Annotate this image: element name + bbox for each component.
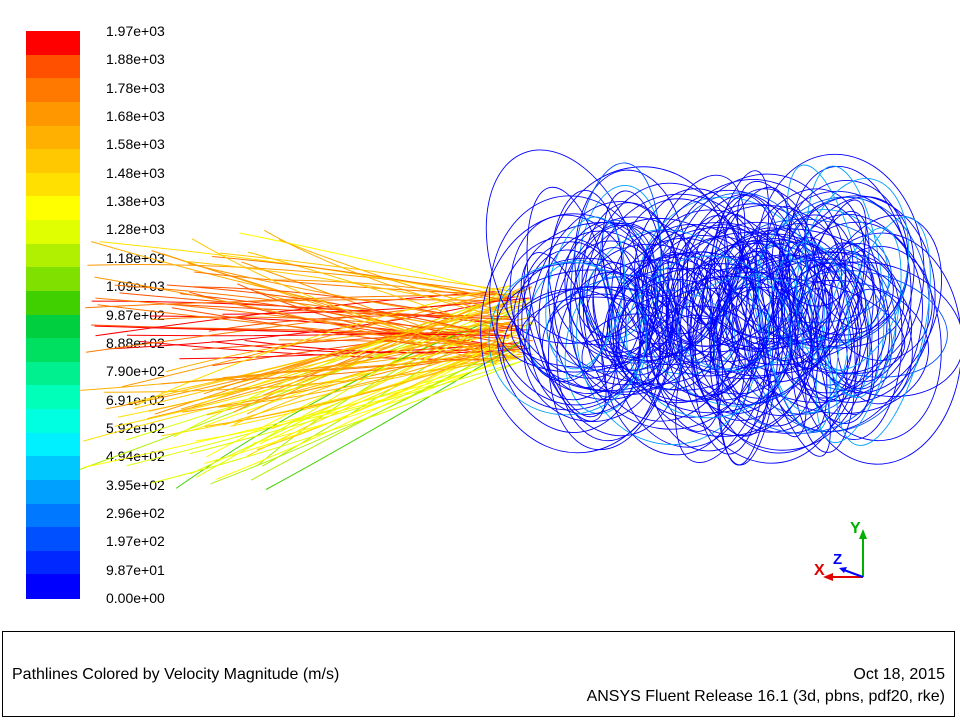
color-legend-swatch — [26, 479, 80, 505]
color-legend-label: 0.00e+00 — [106, 590, 165, 606]
color-legend-swatch — [26, 432, 80, 457]
color-legend-swatch — [26, 385, 80, 410]
plot-title: Pathlines Colored by Velocity Magnitude … — [12, 666, 340, 683]
color-legend-label: 1.58e+03 — [106, 136, 165, 153]
color-legend-swatch — [26, 574, 80, 599]
color-legend-swatch — [26, 409, 80, 434]
color-legend-swatch — [26, 338, 80, 363]
color-legend-swatch — [26, 456, 80, 481]
color-legend-swatch — [26, 503, 80, 528]
color-legend-label: 1.68e+03 — [106, 108, 165, 125]
color-legend-swatch — [26, 54, 80, 79]
color-legend-label: 1.88e+03 — [106, 51, 165, 68]
color-legend-swatch — [26, 125, 80, 150]
color-legend-swatch — [26, 196, 80, 221]
color-legend-label: 1.28e+03 — [106, 221, 165, 238]
color-legend-label: 1.38e+03 — [106, 193, 165, 210]
color-legend-label: 5.92e+02 — [106, 419, 165, 436]
recirculation-pathlines — [480, 149, 960, 466]
color-legend-swatch — [26, 78, 80, 103]
color-legend-swatch — [26, 101, 80, 127]
plot-date: Oct 18, 2015 — [853, 666, 945, 683]
color-legend-swatch — [26, 290, 80, 316]
color-legend-label: 1.78e+03 — [106, 79, 165, 96]
color-legend-swatch — [26, 172, 80, 197]
color-legend-swatch — [26, 550, 80, 575]
pathlines-plot — [79, 149, 960, 490]
z-axis-label: Z — [833, 551, 842, 568]
color-legend-swatch — [26, 527, 80, 552]
color-legend-swatch — [26, 267, 80, 292]
color-legend-swatch — [26, 149, 80, 174]
color-legend-label: 2.96e+02 — [106, 504, 165, 521]
title-block: Pathlines Colored by Velocity Magnitude … — [2, 631, 955, 717]
jet-pathlines — [79, 229, 535, 490]
color-legend-swatch — [26, 31, 80, 56]
color-legend-label: 3.95e+02 — [106, 476, 165, 493]
color-legend-swatch — [26, 314, 80, 339]
color-legend-label: 7.90e+02 — [106, 363, 165, 380]
color-legend-label: 6.91e+02 — [106, 391, 165, 408]
color-legend-bar — [26, 31, 80, 599]
color-legend-label: 1.97e+03 — [106, 23, 165, 39]
color-legend-label: 1.48e+03 — [106, 164, 165, 181]
color-legend-label: 1.18e+03 — [106, 249, 165, 266]
graphics-window[interactable]: 1.97e+03 1.88e+03 1.78e+03 1.68e+03 1.58e+03… — [0, 0, 960, 630]
y-axis-label: Y — [850, 520, 861, 537]
software-release: ANSYS Fluent Release 16.1 (3d, pbns, pdf… — [586, 688, 945, 705]
x-axis-label: X — [814, 562, 825, 579]
color-legend-swatch — [26, 220, 80, 245]
color-legend-label: 9.87e+01 — [106, 561, 165, 578]
color-legend-swatch — [26, 361, 80, 386]
color-legend-label: 1.97e+02 — [106, 533, 165, 550]
color-legend-swatch — [26, 243, 80, 268]
axis-triad: Y Z X — [814, 520, 867, 581]
